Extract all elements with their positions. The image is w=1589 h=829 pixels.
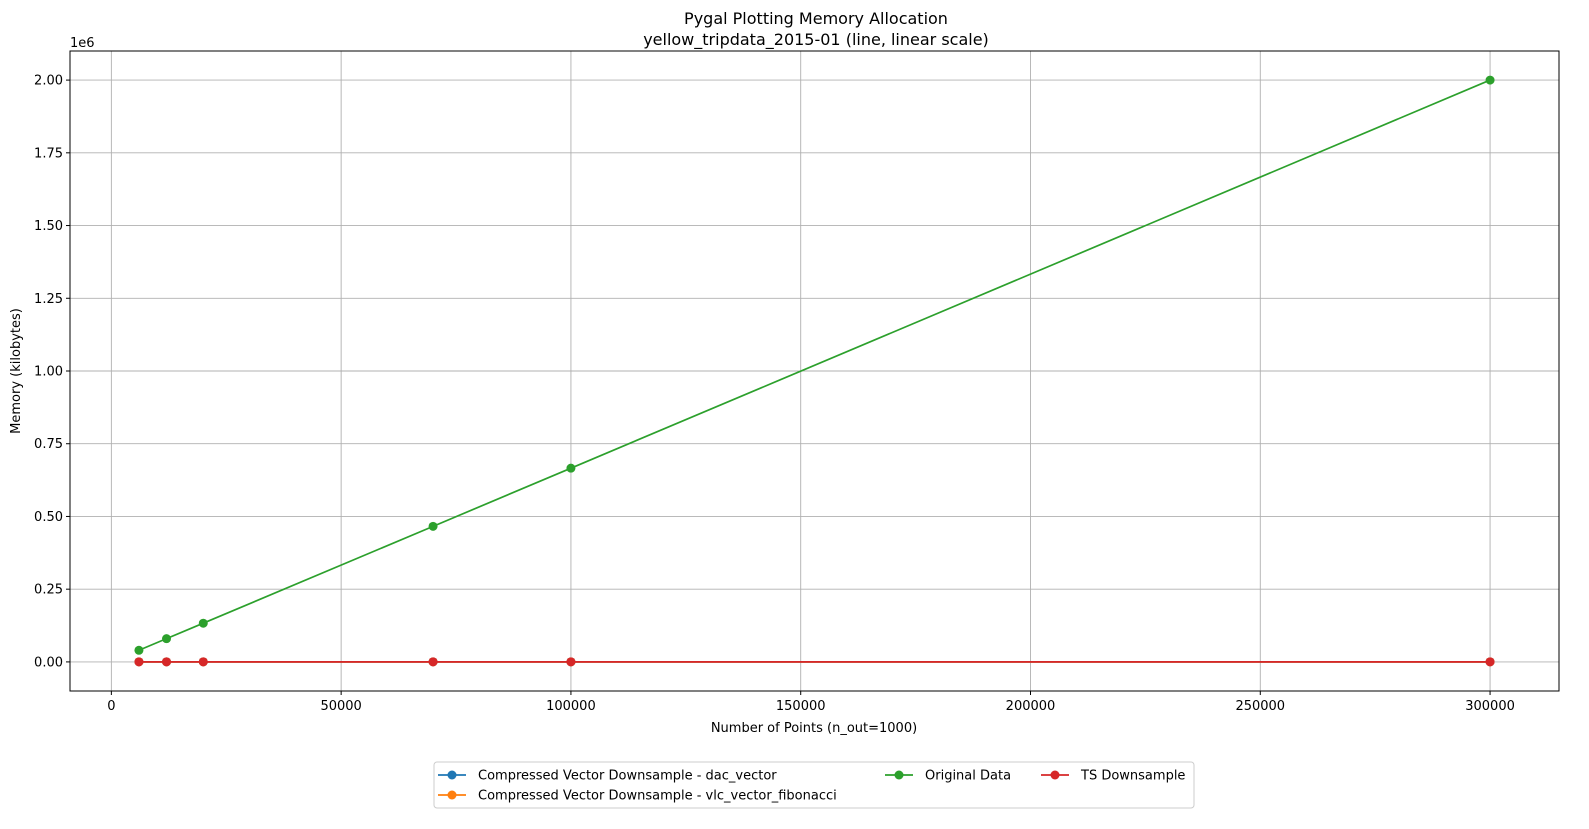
data-point-ts-downsample: [1485, 657, 1495, 667]
x-tick-label: 200000: [1006, 699, 1056, 714]
y-tick-label: 0.25: [34, 583, 63, 598]
chart-subtitle: yellow_tripdata_2015-01 (line, linear sc…: [643, 30, 989, 50]
y-tick-label: 0.50: [34, 510, 63, 525]
legend-marker-compressed-vector-downsample-vlc-vector-fibonacci: [447, 790, 457, 800]
data-point-original-data: [1485, 75, 1495, 85]
y-tick-label: 0.75: [34, 437, 63, 452]
data-point-original-data: [134, 645, 144, 655]
y-tick-label: 1.75: [34, 146, 63, 161]
y-tick-label: 1.25: [34, 292, 63, 307]
data-point-ts-downsample: [134, 657, 144, 667]
grid-lines: [70, 51, 1559, 691]
y-axis-label: Memory (kilobytes): [9, 308, 24, 434]
data-point-original-data: [162, 634, 172, 644]
x-tick-label: 0: [107, 699, 115, 714]
y-tick-label: 0.00: [34, 655, 63, 670]
data-point-original-data: [428, 521, 438, 531]
chart-title: Pygal Plotting Memory Allocation: [684, 9, 948, 28]
legend-marker-compressed-vector-downsample-dac-vector: [447, 770, 457, 780]
legend: Compressed Vector Downsample - dac_vecto…: [433, 761, 1195, 809]
data-point-ts-downsample: [198, 657, 208, 667]
x-tick-label: 50000: [320, 699, 361, 714]
series-line-original-data: [138, 79, 1491, 652]
data-point-ts-downsample: [566, 657, 576, 667]
x-tick-label: 150000: [776, 699, 826, 714]
legend-label-ts-downsample: TS Downsample: [1080, 769, 1185, 784]
data-point-original-data: [566, 463, 576, 473]
y-tick-label: 1.00: [34, 365, 63, 380]
series-lines: [134, 75, 1495, 667]
data-point-ts-downsample: [162, 657, 172, 667]
x-tick-label: 300000: [1465, 699, 1515, 714]
x-axis-label: Number of Points (n_out=1000): [711, 721, 917, 736]
data-point-ts-downsample: [428, 657, 438, 667]
axis-ticks: 0 50000 100000 150000 200000 250000 300000 0.00…: [34, 74, 1515, 714]
y-tick-label: 1.50: [34, 219, 63, 234]
data-point-original-data: [198, 618, 208, 628]
legend-marker-ts-downsample: [1050, 770, 1060, 780]
legend-label-compressed-vector-downsample-dac-vector: Compressed Vector Downsample - dac_vecto…: [478, 769, 777, 784]
legend-marker-original-data: [894, 770, 904, 780]
legend-frame: [433, 761, 1195, 809]
x-tick-label: 250000: [1235, 699, 1285, 714]
legend-label-compressed-vector-downsample-vlc-vector-fibonacci: Compressed Vector Downsample - vlc_vecto…: [478, 789, 837, 804]
y-tick-label: 2.00: [34, 74, 63, 89]
y-offset-label: 1e6: [70, 36, 95, 51]
x-tick-label: 100000: [546, 699, 596, 714]
legend-label-original-data: Original Data: [925, 769, 1011, 784]
